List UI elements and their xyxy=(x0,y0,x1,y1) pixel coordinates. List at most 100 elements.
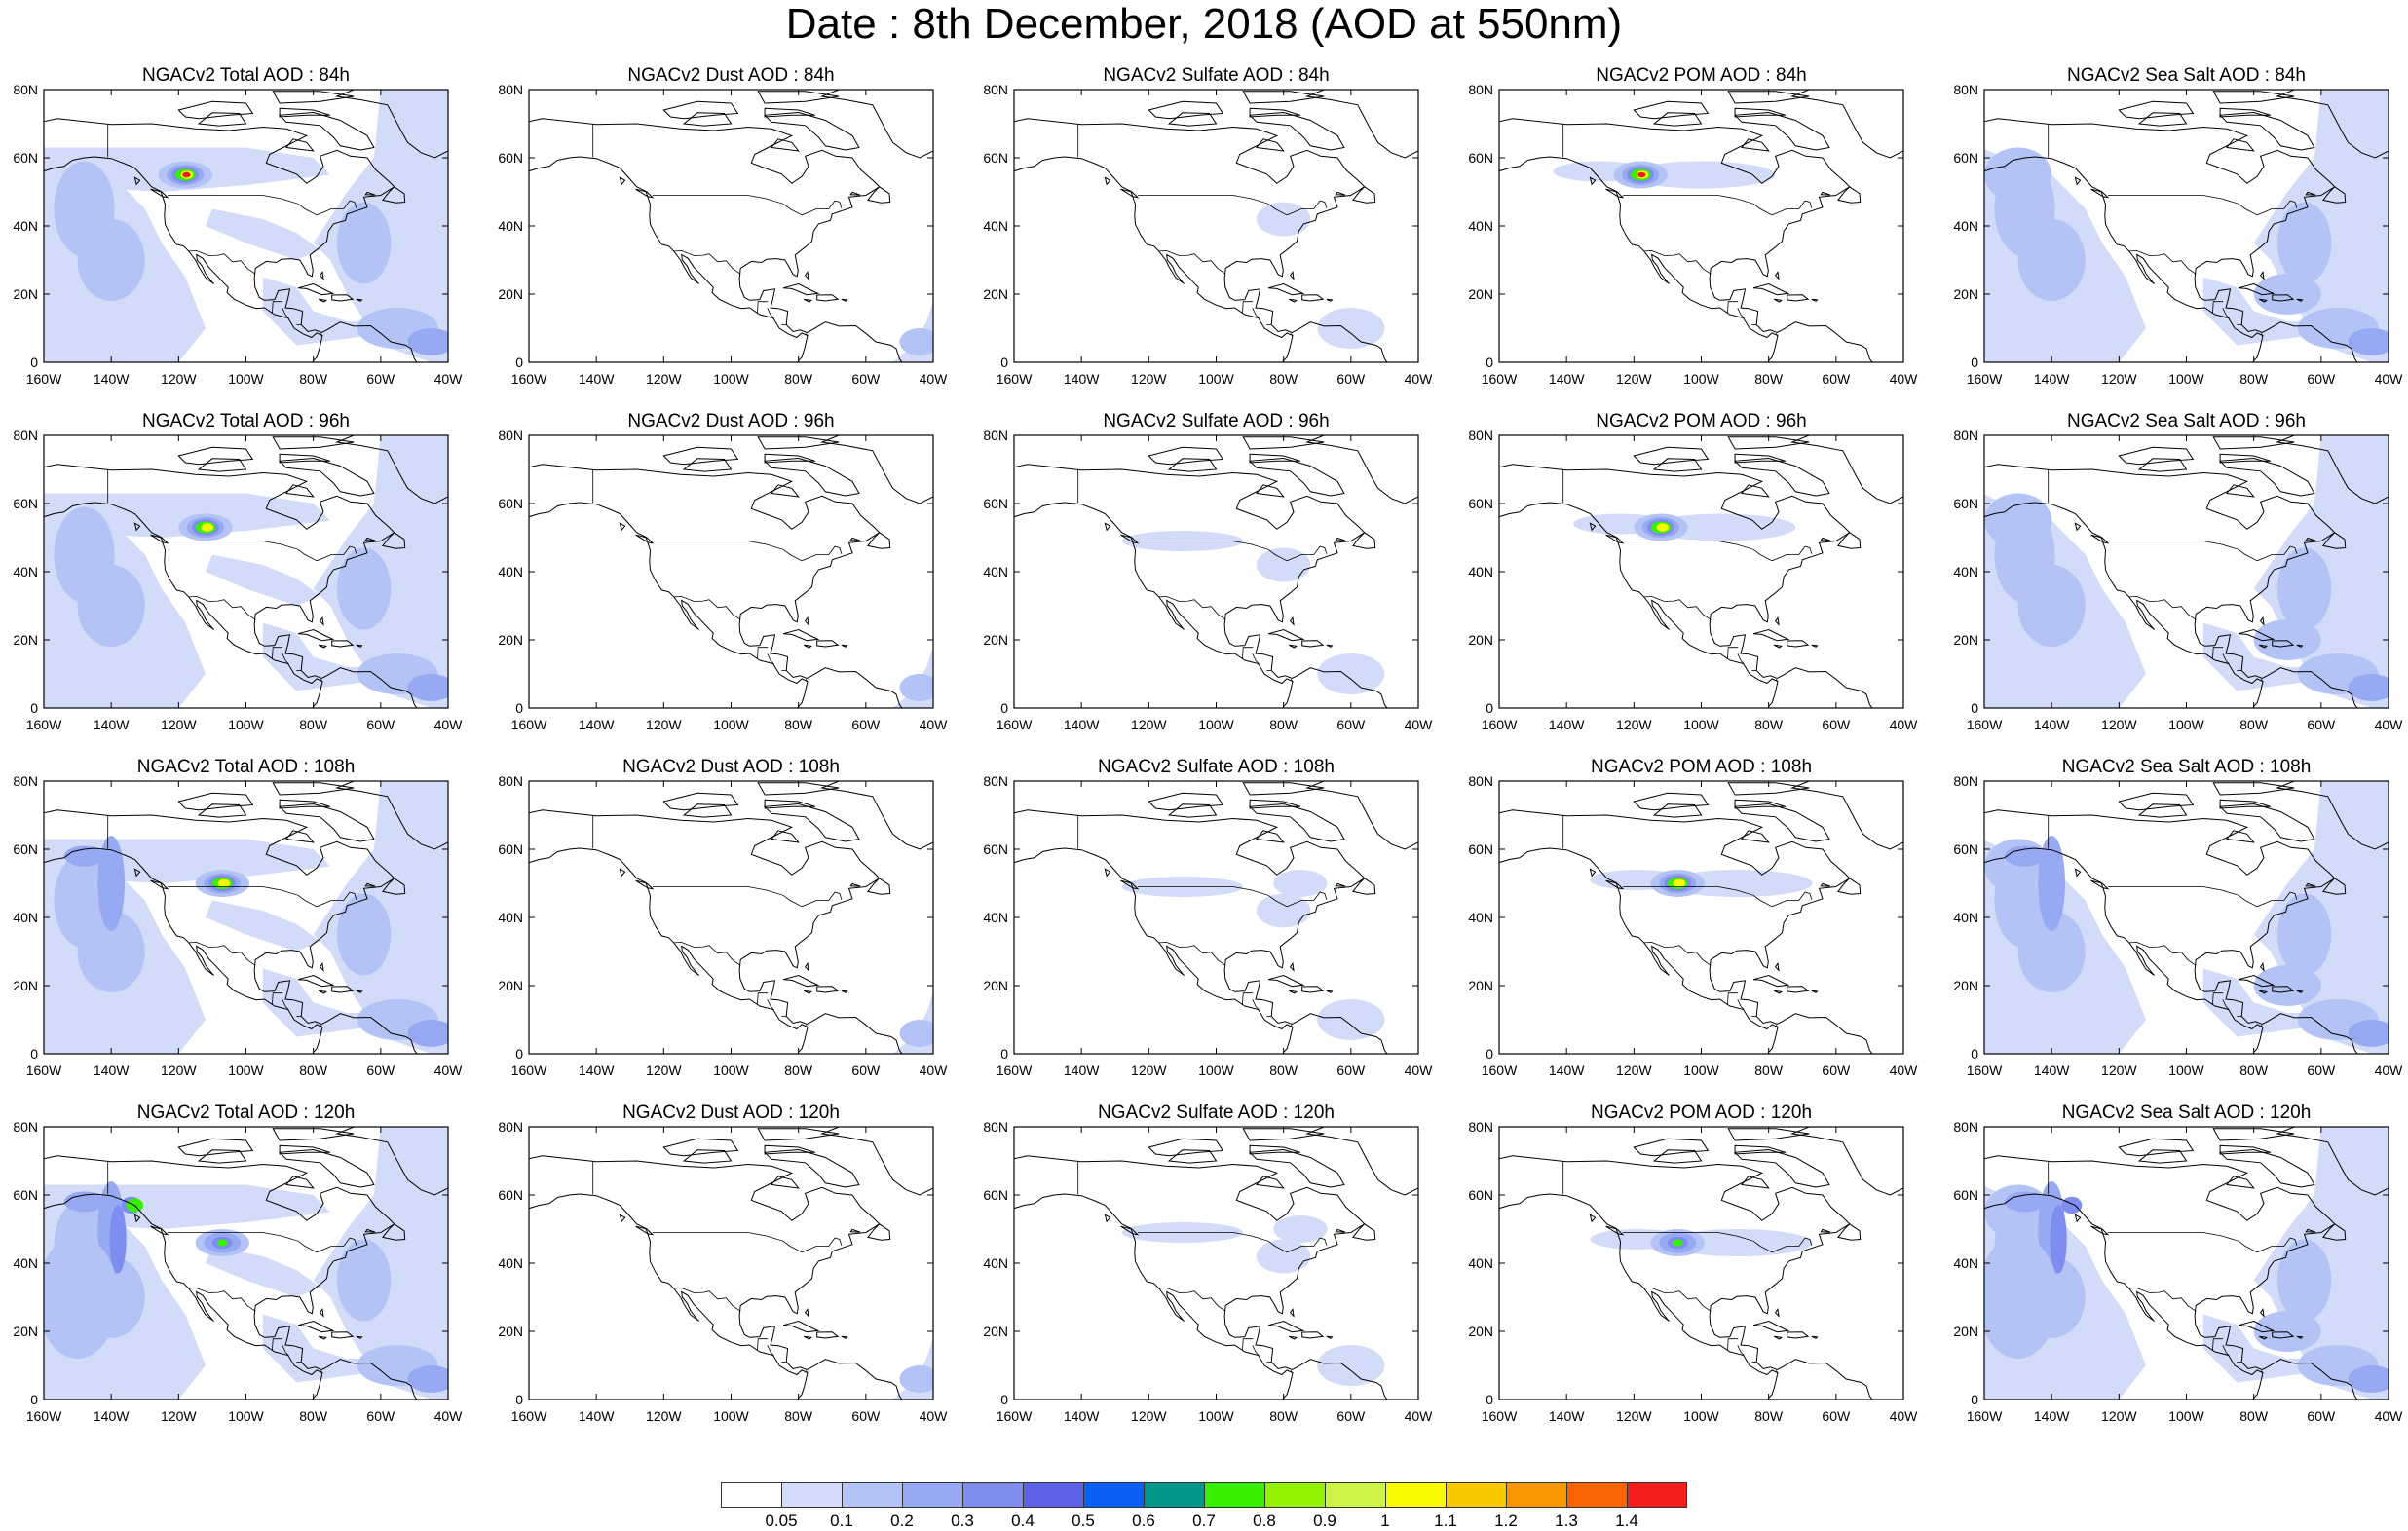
island-outline xyxy=(318,990,328,994)
panel-title: NGACv2 Total AOD : 108h xyxy=(136,757,356,777)
aod-shading xyxy=(899,328,933,355)
colorbar-label: 0.7 xyxy=(1192,1512,1216,1530)
lon-tick-label: 60W xyxy=(1822,1408,1851,1424)
map-plot: 160W 140W 120W 100W 80W 60W 40W 80N 60N 40N 20N 0 xyxy=(1468,82,1918,387)
country-border xyxy=(188,942,256,966)
country-border xyxy=(282,653,289,665)
lon-tick-label: 120W xyxy=(646,371,682,387)
lon-tick-label: 120W xyxy=(1131,371,1167,387)
lat-tick-label: 20N xyxy=(498,978,523,993)
island-outline xyxy=(2238,1320,2276,1333)
island-outline xyxy=(757,782,840,796)
map-panel: NGACv2 POM AOD : 96h 160W 140W 120W 100W 80W 6… xyxy=(1455,410,1942,741)
country-border xyxy=(1137,541,1328,562)
lat-tick-label: 60N xyxy=(13,496,38,511)
lon-tick-label: 120W xyxy=(646,717,682,732)
continent-outline xyxy=(529,809,903,1054)
island-outline xyxy=(319,270,324,280)
panel-title: NGACv2 Sulfate AOD : 84h xyxy=(1103,65,1330,86)
island-outline xyxy=(1733,111,1830,151)
lon-tick-label: 120W xyxy=(161,717,197,732)
lon-tick-label: 120W xyxy=(161,1408,197,1424)
lon-tick-label: 160W xyxy=(511,1063,547,1078)
lat-tick-label: 0 xyxy=(1000,355,1008,370)
country-border xyxy=(320,1025,323,1028)
island-outline xyxy=(197,112,247,127)
lat-tick-label: 60N xyxy=(1953,150,1978,166)
lat-tick-label: 20N xyxy=(1468,978,1493,993)
island-outline xyxy=(272,782,355,796)
island-outline xyxy=(1652,458,1703,472)
lon-tick-label: 100W xyxy=(228,371,264,387)
island-outline xyxy=(1733,457,1830,497)
country-border xyxy=(1643,596,1712,620)
lat-tick-label: 40N xyxy=(983,218,1008,234)
lat-tick-label: 60N xyxy=(1468,1187,1493,1203)
lon-tick-label: 160W xyxy=(26,717,62,732)
map-plot: 160W 140W 120W 100W 80W 60W 40W 80N 60N 40N 20N 0 xyxy=(983,1119,1433,1424)
greenland-outline xyxy=(819,781,933,850)
colorbar-swatch xyxy=(962,1482,1023,1508)
colorbar: 0.05 0.1 0.2 0.3 0.4 0.5 0.6 0.7 0.8 0.9 1 1.1 1.2 1.… xyxy=(721,1482,1690,1530)
island-outline xyxy=(1752,1320,1790,1333)
island-outline xyxy=(2074,176,2082,186)
lon-tick-label: 140W xyxy=(1549,371,1585,387)
island-outline xyxy=(364,537,376,541)
lon-tick-label: 60W xyxy=(366,1408,395,1424)
lon-tick-label: 140W xyxy=(94,1408,130,1424)
island-outline xyxy=(841,298,848,302)
lat-tick-label: 20N xyxy=(983,286,1008,302)
island-outline xyxy=(2296,298,2304,302)
map-panel: NGACv2 Sulfate AOD : 84h 160W 140W 120W 100W… xyxy=(970,64,1457,395)
island-outline xyxy=(278,111,375,151)
panel-title: NGACv2 Sea Salt AOD : 84h xyxy=(2066,65,2306,86)
aod-field xyxy=(44,90,448,362)
country-border xyxy=(1158,250,1226,275)
continent-outline xyxy=(44,809,418,1054)
lon-tick-label: 100W xyxy=(713,717,749,732)
aod-shading xyxy=(217,878,231,888)
island-outline xyxy=(1820,537,1831,541)
island-outline xyxy=(1289,270,1295,280)
island-outline xyxy=(1120,188,1140,199)
lon-tick-label: 80W xyxy=(1754,1063,1784,1078)
lon-tick-label: 160W xyxy=(1482,1063,1518,1078)
map-panel: NGACv2 POM AOD : 84h 160W 140W 120W 100W 80W 6… xyxy=(1455,64,1942,395)
island-outline xyxy=(1267,628,1305,642)
aod-shading xyxy=(1673,1239,1683,1247)
aod-shading xyxy=(1984,147,2052,203)
lon-tick-label: 80W xyxy=(2239,371,2269,387)
country-border xyxy=(1622,1232,1813,1253)
island-outline xyxy=(1774,270,1780,280)
lon-tick-label: 100W xyxy=(2168,371,2204,387)
island-outline xyxy=(2074,868,2082,878)
lon-tick-label: 80W xyxy=(299,371,328,387)
lon-tick-label: 100W xyxy=(1683,1408,1719,1424)
lat-tick-label: 60N xyxy=(498,841,523,857)
lat-tick-label: 0 xyxy=(1486,700,1493,716)
lon-tick-label: 40W xyxy=(434,371,464,387)
lon-tick-label: 40W xyxy=(1890,717,1919,732)
lon-tick-label: 60W xyxy=(851,717,881,732)
plot-frame xyxy=(1498,780,1904,1055)
island-outline xyxy=(763,803,860,842)
lon-tick-label: 60W xyxy=(1336,1063,1366,1078)
island-outline xyxy=(285,484,315,498)
island-outline xyxy=(1335,537,1346,541)
country-border xyxy=(320,1370,323,1374)
island-outline xyxy=(382,532,406,549)
map-plot: 160W 140W 120W 100W 80W 60W 40W 80N 60N 40N 20N 0 xyxy=(983,428,1433,732)
aod-shading xyxy=(1317,1345,1385,1386)
coastlines xyxy=(44,90,448,362)
island-outline xyxy=(1589,176,1597,186)
lat-tick-label: 40N xyxy=(498,218,523,234)
aod-shading xyxy=(77,565,145,647)
greenland-outline xyxy=(1789,1127,1903,1196)
coastlines xyxy=(44,435,448,708)
lat-tick-label: 80N xyxy=(983,1119,1008,1135)
island-outline xyxy=(2238,974,2276,988)
island-outline xyxy=(804,616,809,626)
lon-tick-label: 60W xyxy=(2307,717,2336,732)
island-outline xyxy=(782,628,820,642)
lon-tick-label: 100W xyxy=(713,371,749,387)
